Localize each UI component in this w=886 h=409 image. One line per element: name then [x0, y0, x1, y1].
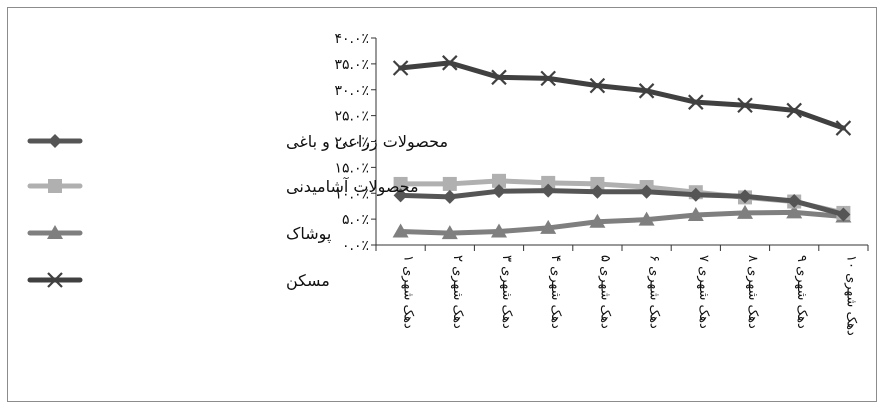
data-point	[688, 187, 703, 202]
data-point	[540, 70, 556, 87]
data-point	[737, 204, 753, 219]
x-tick-label: دهک شهری ۵	[597, 255, 612, 329]
data-point	[442, 176, 457, 191]
series-2	[392, 204, 852, 240]
data-point	[541, 175, 556, 190]
data-point	[492, 184, 506, 199]
data-point	[492, 173, 506, 188]
data-point	[441, 225, 458, 240]
legend-swatch-marker	[48, 134, 62, 148]
data-point	[590, 184, 605, 199]
x-tick-label: دهک شهری ۳	[499, 255, 514, 329]
data-point	[639, 184, 654, 199]
legend-swatch-marker	[48, 179, 62, 193]
data-point	[688, 94, 704, 110]
legend-label: مسکن	[286, 271, 330, 291]
x-tick-label: دهک شهری ۴	[548, 255, 563, 329]
series-line	[398, 209, 846, 236]
data-point	[835, 120, 852, 136]
x-tick-label: دهک شهری ۸	[745, 255, 760, 329]
x-tick-label: دهک شهری ۲	[450, 255, 465, 329]
series-layer	[392, 55, 852, 240]
x-tick-label: دهک شهری ۱۰	[843, 255, 858, 336]
y-tick-label: ۱۵.۰٪	[334, 160, 369, 176]
data-point	[786, 102, 802, 119]
chart-area: ۰.۰٪ ۵.۰٪ ۱۰.۰٪ ۱۵.۰٪ ۲۰.۰٪ ۲۵.۰٪ ۳۰.۰٪ ۳۵.۰٪ ۴۰…	[7, 7, 877, 402]
data-point	[738, 189, 752, 204]
legend-swatch-marker	[47, 272, 63, 288]
data-point	[442, 189, 457, 204]
x-tick-label: دهک شهری ۹	[794, 255, 809, 329]
y-tick-label: ۲۰.۰٪	[334, 135, 369, 151]
data-point	[589, 213, 606, 228]
y-tick-label: ۴۰.۰٪	[334, 31, 369, 47]
x-tick-label: دهک شهری ۷	[696, 255, 711, 329]
y-tick-label: ۳۵.۰٪	[334, 57, 369, 73]
legend-label: محصولات زراعی و باغی	[286, 132, 448, 152]
legend-entry: مسکن	[27, 271, 330, 291]
data-point	[392, 60, 409, 76]
data-point	[393, 188, 408, 203]
series-line	[398, 188, 846, 217]
data-point	[540, 219, 557, 234]
data-point	[786, 204, 803, 219]
x-tick-label: دهک شهری ۱	[401, 255, 416, 329]
data-point	[836, 207, 851, 222]
data-point	[491, 223, 507, 238]
y-tick-label: ۰.۰٪	[342, 238, 369, 254]
series-line	[398, 60, 846, 131]
line-chart: ۰.۰٪ ۵.۰٪ ۱۰.۰٪ ۱۵.۰٪ ۲۰.۰٪ ۲۵.۰٪ ۳۰.۰٪ ۳۵.۰٪ ۴۰…	[27, 31, 869, 336]
axes: ۰.۰٪ ۵.۰٪ ۱۰.۰٪ ۱۵.۰٪ ۲۰.۰٪ ۲۵.۰٪ ۳۰.۰٪ ۳۵.۰٪ ۴۰…	[334, 31, 869, 336]
data-point	[787, 194, 802, 209]
legend-entry: محصولات آشامیدنی	[27, 177, 419, 197]
data-point	[737, 97, 753, 114]
data-point	[638, 83, 655, 99]
legend-label: محصولات آشامیدنی	[286, 177, 419, 197]
x-tick-label: دهک شهری ۶	[647, 255, 662, 329]
y-tick-label: ۳۰.۰٪	[334, 83, 369, 99]
data-point	[687, 206, 704, 221]
data-point	[442, 55, 458, 71]
data-point	[541, 183, 556, 198]
data-point	[491, 69, 507, 86]
data-point	[393, 176, 408, 191]
legend: محصولات زراعی و باغی محصولات آشامیدنی پوشا…	[27, 132, 448, 291]
data-point	[638, 211, 655, 226]
legend-swatch-marker	[47, 225, 63, 239]
y-tick-label: ۱۰.۰٪	[334, 186, 369, 202]
data-point	[589, 77, 606, 94]
series-3	[392, 55, 852, 136]
series-0	[393, 183, 851, 222]
legend-label: پوشاک	[286, 224, 331, 244]
legend-entry: پوشاک	[27, 224, 331, 244]
data-point	[392, 223, 409, 238]
data-point	[590, 176, 605, 191]
y-tick-label: ۲۵.۰٪	[334, 109, 369, 125]
y-tick-label: ۵.۰٪	[342, 212, 369, 228]
legend-entry: محصولات زراعی و باغی	[27, 132, 448, 152]
